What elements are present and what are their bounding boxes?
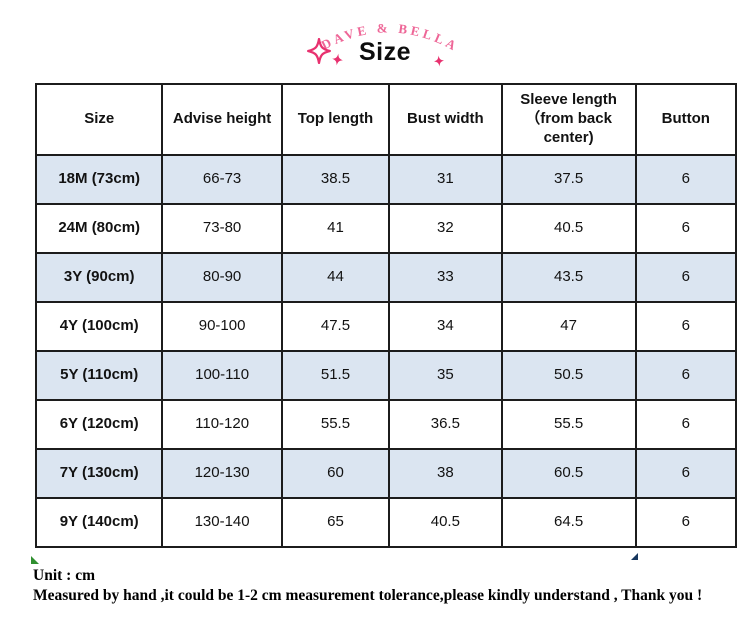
table-cell: 50.5 [500, 350, 637, 401]
table-cell: 47 [500, 301, 637, 352]
table-cell: 6 [634, 252, 738, 303]
table-cell: 6 [634, 203, 738, 254]
table-row: 24M (80cm) 73-80 41 32 40.5 6 [34, 203, 738, 254]
table-cell: 66-73 [161, 154, 283, 205]
table-row: 9Y (140cm) 130-140 65 40.5 64.5 6 [34, 497, 738, 548]
table-row: 4Y (100cm) 90-100 47.5 34 47 6 [34, 301, 738, 352]
table-cell: 37.5 [500, 154, 637, 205]
table-cell: 41 [280, 203, 391, 254]
table-cell: 40.5 [388, 497, 503, 548]
table-row: 7Y (130cm) 120-130 60 38 60.5 6 [34, 448, 738, 499]
table-cell: 43.5 [500, 252, 637, 303]
table-cell: 6 [634, 301, 738, 352]
table-cell: 73-80 [161, 203, 283, 254]
table-cell: 33 [388, 252, 503, 303]
size-cell: 5Y (110cm) [34, 350, 164, 401]
table-cell: 90-100 [161, 301, 283, 352]
footer-notes: Unit : cm Measured by hand ,it could be … [33, 566, 743, 606]
table-cell: 6 [634, 399, 738, 450]
sparkle-icon [307, 38, 331, 64]
size-cell: 4Y (100cm) [34, 301, 164, 352]
table-cell: 51.5 [280, 350, 391, 401]
table-cell: 55.5 [280, 399, 391, 450]
table-cell: 31 [388, 154, 503, 205]
tolerance-note: Measured by hand ,it could be 1-2 cm mea… [33, 587, 703, 604]
table-cell: 40.5 [500, 203, 637, 254]
unit-label: Unit : cm [33, 567, 95, 584]
table-cell: 110-120 [161, 399, 283, 450]
table-cell: 32 [388, 203, 503, 254]
table-cell: 38.5 [280, 154, 391, 205]
table-cell: 55.5 [500, 399, 637, 450]
table-cell: 38 [388, 448, 503, 499]
column-header: Bust width [388, 83, 503, 156]
sparkle-icon [332, 53, 343, 66]
table-cell: 6 [634, 350, 738, 401]
table-row: 3Y (90cm) 80-90 44 33 43.5 6 [34, 252, 738, 303]
size-cell: 18M (73cm) [34, 154, 164, 205]
size-table-header: Size Advise height Top length Bust width Sle… [34, 83, 738, 156]
header-row: Size Advise height Top length Bust width Sle… [34, 83, 738, 156]
table-cell: 65 [280, 497, 391, 548]
table-row: 5Y (110cm) 100-110 51.5 35 50.5 6 [34, 350, 738, 401]
column-header: Sleeve length （from back center) [500, 83, 637, 156]
column-header: Advise height [161, 83, 283, 156]
table-cell: 60 [280, 448, 391, 499]
sparkle-icon [434, 55, 444, 67]
table-cell: 6 [634, 497, 738, 548]
size-cell: 24M (80cm) [34, 203, 164, 254]
table-cell: 34 [388, 301, 503, 352]
size-cell: 6Y (120cm) [34, 399, 164, 450]
table-cell: 35 [388, 350, 503, 401]
size-cell: 7Y (130cm) [34, 448, 164, 499]
size-table-body: 18M (73cm) 66-73 38.5 31 37.5 6 24M (80cm) 73-8… [34, 154, 738, 548]
blue-corner-marker [631, 553, 638, 560]
table-cell: 64.5 [500, 497, 637, 548]
table-cell: 6 [634, 448, 738, 499]
table-cell: 130-140 [161, 497, 283, 548]
table-cell: 47.5 [280, 301, 391, 352]
size-cell: 9Y (140cm) [34, 497, 164, 548]
page-title: Size [358, 38, 412, 66]
table-cell: 120-130 [161, 448, 283, 499]
column-header: Size [34, 83, 164, 156]
size-cell: 3Y (90cm) [34, 252, 164, 303]
column-header: Button [634, 83, 738, 156]
table-cell: 36.5 [388, 399, 503, 450]
table-cell: 80-90 [161, 252, 283, 303]
table-row: 6Y (120cm) 110-120 55.5 36.5 55.5 6 [34, 399, 738, 450]
table-cell: 44 [280, 252, 391, 303]
green-corner-marker [31, 556, 39, 564]
size-table: Size Advise height Top length Bust width Sle… [34, 83, 738, 548]
table-row: 18M (73cm) 66-73 38.5 31 37.5 6 [34, 154, 738, 205]
brand-arc: DAVE & BELLA [319, 20, 458, 54]
table-cell: 6 [634, 154, 738, 205]
column-header: Top length [280, 83, 391, 156]
table-cell: 100-110 [161, 350, 283, 401]
table-cell: 60.5 [500, 448, 637, 499]
